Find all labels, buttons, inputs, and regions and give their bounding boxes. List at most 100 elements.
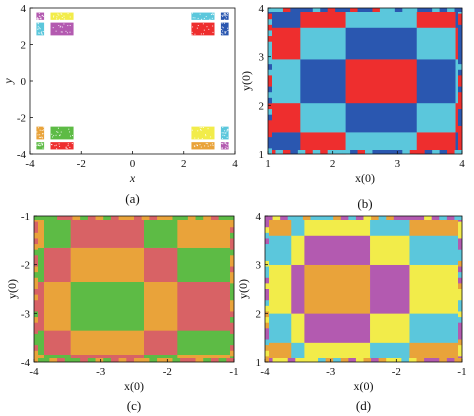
y-tick-label: 4 — [21, 3, 27, 15]
boundary-stripe — [265, 294, 269, 301]
boundary-stripe — [371, 216, 379, 220]
boundary-stripe — [458, 339, 462, 346]
boundary-stripe — [458, 322, 462, 329]
basin-cell — [409, 342, 463, 363]
patch-speckle — [66, 148, 68, 150]
boundary-stripe — [355, 358, 364, 362]
patch-speckle — [222, 16, 224, 18]
boundary-stripe — [265, 260, 269, 267]
patch-speckle — [226, 14, 228, 16]
boundary-stripe — [203, 216, 212, 220]
boundary-stripe — [72, 216, 81, 220]
boundary-stripe — [446, 358, 455, 362]
patch-speckle — [200, 146, 202, 148]
boundary-stripe — [141, 216, 150, 220]
patch-speckle — [41, 136, 43, 138]
boundary-stripe — [110, 358, 119, 362]
boundary-stripe — [230, 244, 234, 250]
boundary-stripe — [268, 41, 272, 48]
patch-speckle — [224, 32, 226, 34]
patch-speckle — [221, 137, 223, 139]
patch-speckle — [211, 17, 213, 19]
y-tick-label: 4 — [259, 3, 265, 15]
boundary-stripe — [126, 216, 135, 220]
patch-speckle — [63, 15, 65, 17]
patch-speckle — [38, 32, 40, 34]
boundary-stripe — [34, 350, 38, 357]
boundary-stripe — [439, 8, 448, 12]
boundary-stripe — [230, 283, 234, 290]
boundary-stripe — [64, 358, 73, 362]
boundary-stripe — [379, 150, 388, 154]
boundary-stripe — [210, 358, 219, 362]
patch-speckle — [225, 143, 227, 145]
boundary-stripe — [49, 358, 58, 362]
patch-speckle — [38, 15, 40, 17]
panel-b-marks — [268, 8, 463, 155]
patch-speckle — [57, 131, 59, 133]
boundary-stripe — [265, 289, 269, 295]
boundary-stripe — [80, 358, 89, 362]
patch-speckle — [68, 128, 70, 130]
patch-speckle — [41, 33, 43, 35]
patch-speckle — [37, 17, 39, 19]
boundary-stripe — [149, 216, 158, 220]
boundary-stripe — [34, 221, 38, 228]
patch-speckle — [208, 28, 210, 30]
patch-speckle — [225, 142, 227, 144]
patch-speckle — [212, 12, 214, 14]
boundary-stripe — [230, 311, 234, 318]
patch-speckle — [225, 31, 227, 33]
patch-speckle — [40, 32, 42, 34]
basin-cell — [345, 27, 418, 60]
basin-cell — [144, 216, 178, 248]
boundary-stripe — [458, 69, 462, 76]
boundary-stripe — [424, 216, 432, 220]
boundary-stripe — [458, 52, 462, 59]
patch-speckle — [51, 143, 53, 145]
patch-speckle — [69, 131, 71, 133]
boundary-stripe — [230, 328, 234, 335]
patch-speckle — [224, 130, 226, 132]
boundary-stripe — [34, 339, 38, 346]
patch-speckle — [36, 131, 38, 133]
boundary-stripe — [424, 358, 432, 362]
boundary-stripe — [446, 216, 455, 220]
panel-c-y-axis-label: y(0) — [5, 279, 19, 299]
basin-cell — [268, 59, 301, 104]
boundary-stripe — [417, 8, 425, 12]
x-tick-label: -2 — [77, 158, 86, 170]
panel-c-caption: (c) — [127, 398, 141, 413]
boundary-stripe — [34, 333, 38, 340]
boundary-stripe — [265, 300, 269, 307]
boundary-stripe — [64, 216, 73, 220]
boundary-stripe — [72, 358, 81, 362]
boundary-stripe — [49, 216, 58, 220]
patch-speckle — [36, 17, 38, 19]
boundary-stripe — [402, 8, 411, 12]
patch-speckle — [62, 26, 64, 28]
patch-speckle — [221, 28, 223, 30]
boundary-stripe — [268, 97, 272, 104]
basin-cell — [345, 59, 418, 104]
patch-speckle — [224, 31, 226, 33]
basin-cell — [370, 342, 410, 363]
boundary-stripe — [454, 150, 463, 154]
boundary-stripe — [458, 244, 462, 250]
boundary-stripe — [350, 150, 358, 154]
boundary-stripe — [378, 216, 387, 220]
patch-speckle — [211, 13, 213, 15]
patch-speckle — [212, 25, 214, 27]
boundary-stripe — [458, 294, 462, 301]
patch-speckle — [40, 145, 42, 147]
y-tick-label: -4 — [21, 357, 31, 369]
patch-speckle — [60, 13, 62, 15]
boundary-stripe — [458, 260, 462, 267]
patch-speckle — [194, 137, 196, 139]
boundary-stripe — [458, 41, 462, 48]
boundary-stripe — [424, 150, 433, 154]
boundary-stripe — [401, 216, 410, 220]
basin-cell — [409, 216, 463, 236]
patch-speckle — [194, 33, 196, 35]
boundary-stripe — [265, 328, 269, 335]
